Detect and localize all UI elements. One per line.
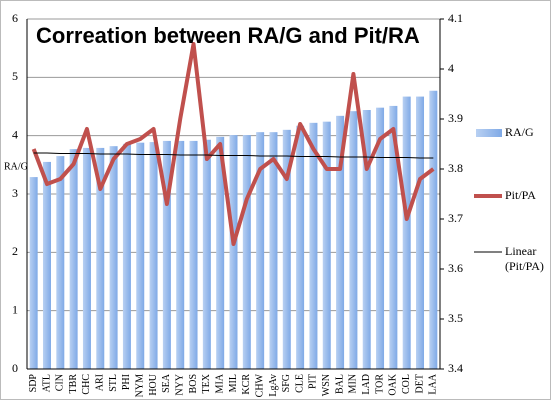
bar <box>389 105 398 370</box>
bar <box>402 96 411 369</box>
y-axis-label: RA/G <box>4 161 28 172</box>
x-tick-label: SDP <box>28 374 39 393</box>
x-tick-label: CHW <box>254 373 265 397</box>
x-tick-label: ARI <box>95 374 106 391</box>
bar <box>162 140 171 369</box>
y-tick-label: 6 <box>12 11 18 25</box>
bar <box>136 142 145 369</box>
y2-tick-label: 3.9 <box>448 111 463 125</box>
y-tick-label: 2 <box>12 244 18 258</box>
x-tick-label: PHI <box>121 374 132 390</box>
legend-label: RA/G <box>505 125 534 139</box>
x-tick-label: CLE <box>294 374 305 393</box>
bar <box>82 147 91 369</box>
x-tick-label: MIA <box>214 373 225 393</box>
x-tick-label: NYY <box>175 374 186 396</box>
bar <box>216 136 225 369</box>
x-tick-label: KCR <box>241 374 252 395</box>
x-tick-label: WSN <box>321 374 332 396</box>
bar <box>56 156 65 369</box>
x-tick-label: LgAv <box>268 374 279 397</box>
x-tick-label: NYM <box>135 374 146 397</box>
line <box>31 42 435 246</box>
bar <box>349 111 358 370</box>
bar <box>362 110 371 369</box>
chart-title: Correation between RA/G and Pit/RA <box>36 23 420 48</box>
x-tick-label: ATL <box>41 374 52 392</box>
bar <box>282 129 291 369</box>
bar <box>242 135 251 369</box>
x-tick-label: CIN <box>55 374 66 391</box>
bar <box>109 146 118 369</box>
x-tick-label: TBR <box>68 374 79 394</box>
bar <box>42 161 51 369</box>
x-tick-label: STL <box>108 374 119 392</box>
legend-label: Linear (Pit/PA) <box>505 244 544 273</box>
bar <box>309 122 318 369</box>
bar <box>176 140 185 369</box>
bar <box>376 107 385 370</box>
x-tick-label: MIL <box>228 374 239 392</box>
x-tick-label: TEX <box>201 373 212 393</box>
y-tick-label: 1 <box>12 302 18 316</box>
bar <box>96 147 105 369</box>
bar <box>149 142 158 369</box>
x-tick-label: TOR <box>374 374 385 394</box>
y-tick-label: 3 <box>12 186 18 200</box>
y2-tick-label: 3.7 <box>448 211 463 225</box>
bar <box>189 140 198 369</box>
bar <box>69 149 78 369</box>
bar <box>269 132 278 369</box>
y2-tick-label: 3.4 <box>448 361 463 375</box>
bar <box>296 125 305 369</box>
legend-label: Pit/PA <box>505 188 536 202</box>
y2-tick-label: 3.6 <box>448 261 463 275</box>
x-tick-label: LAA <box>428 373 439 394</box>
x-tick-label: BOS <box>188 374 199 393</box>
line <box>33 152 434 159</box>
y2-tick-label: 4.1 <box>448 11 463 25</box>
x-tick-label: DET <box>414 374 425 393</box>
bar <box>29 177 38 369</box>
x-tick-label: HOU <box>148 373 159 395</box>
bar <box>322 121 331 370</box>
x-tick-label: PIT <box>308 374 319 389</box>
x-tick-label: OAK <box>388 373 399 395</box>
bar <box>429 90 438 369</box>
x-tick-label: SEA <box>161 373 172 393</box>
bar <box>202 139 211 369</box>
x-tick-label: SFG <box>281 374 292 392</box>
y2-tick-label: 3.5 <box>448 311 463 325</box>
x-tick-label: CHC <box>81 374 92 395</box>
legend-swatch <box>476 129 502 137</box>
x-tick-label: COL <box>401 374 412 394</box>
bar <box>229 135 238 369</box>
bar <box>256 132 265 369</box>
x-tick-label: MIN <box>348 374 359 393</box>
y2-tick-label: 3.8 <box>448 161 463 175</box>
bar <box>336 115 345 369</box>
y2-tick-label: 4 <box>448 61 454 75</box>
bar <box>122 143 131 369</box>
y-tick-label: 5 <box>12 69 18 83</box>
y-tick-label: 4 <box>12 127 18 141</box>
y-tick-label: 0 <box>12 361 18 375</box>
bar <box>416 96 425 369</box>
x-tick-label: BAL <box>334 374 345 394</box>
x-tick-label: LAD <box>361 374 372 395</box>
